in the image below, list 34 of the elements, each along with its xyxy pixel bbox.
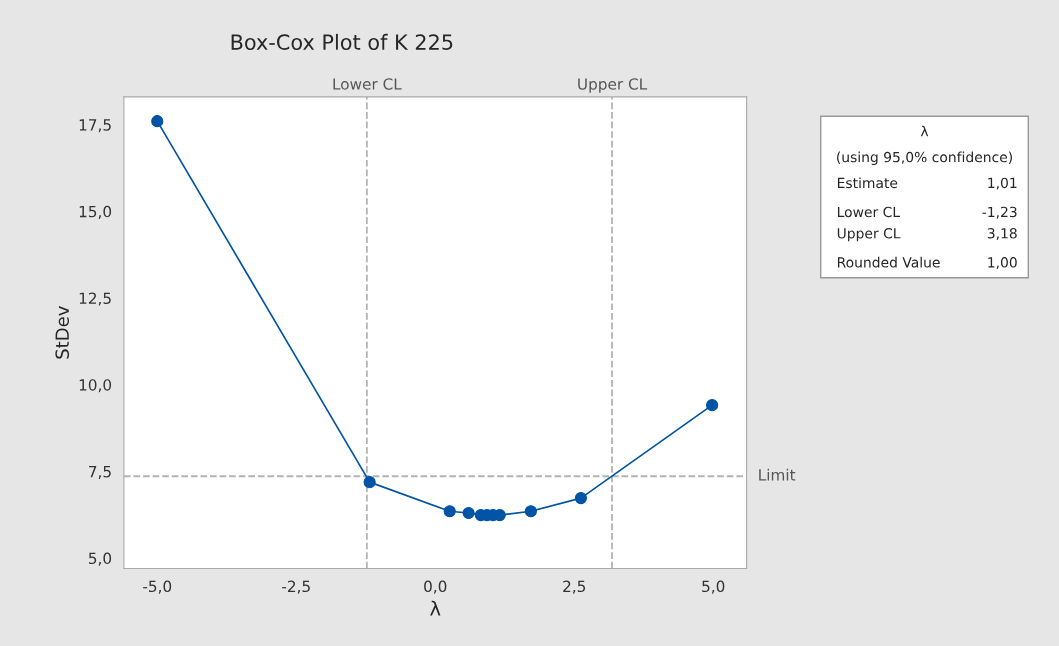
text: 3,18: [987, 228, 1017, 240]
x-tick-label: 5,0: [702, 580, 725, 594]
text: 1,00: [988, 257, 1017, 270]
y-tick-label: 17,5: [79, 119, 111, 133]
point: [462, 506, 475, 520]
x-tick-label: 0,0: [424, 580, 447, 594]
x-tick-label: -5,0: [143, 580, 172, 594]
y-tick-label: 15,0: [79, 205, 112, 219]
y-tick-label: 12,5: [79, 292, 111, 306]
point: [443, 505, 456, 518]
text: 1,01: [988, 177, 1017, 190]
y-tick-label: 7,5: [89, 466, 111, 479]
ref-line-label: Lower CL: [333, 78, 402, 90]
x-axis-title: λ: [430, 600, 441, 616]
chart-title: Box-Cox Plot of K 225: [231, 33, 453, 50]
text: λ: [920, 125, 929, 137]
point: [574, 492, 587, 505]
ref-line-label: Upper CL: [578, 78, 648, 93]
point: [151, 115, 164, 128]
x-tick-label: -2,5: [282, 580, 310, 594]
y-axis-title: StDev: [55, 306, 70, 359]
text: -1,23: [982, 206, 1017, 219]
ref-line-label: Limit: [759, 468, 796, 481]
text: Upper CL: [837, 228, 901, 242]
point: [524, 505, 537, 518]
x-tick-label: 2,5: [563, 580, 586, 594]
point: [363, 476, 376, 489]
y-tick-label: 5,0: [88, 552, 112, 566]
point: [706, 399, 719, 412]
text: Lower CL: [837, 206, 900, 218]
text: (using 95,0% confidence): [837, 151, 1012, 165]
text: Rounded Value: [837, 256, 940, 268]
text: Estimate: [837, 177, 898, 189]
y-tick-label: 10,0: [79, 379, 112, 393]
